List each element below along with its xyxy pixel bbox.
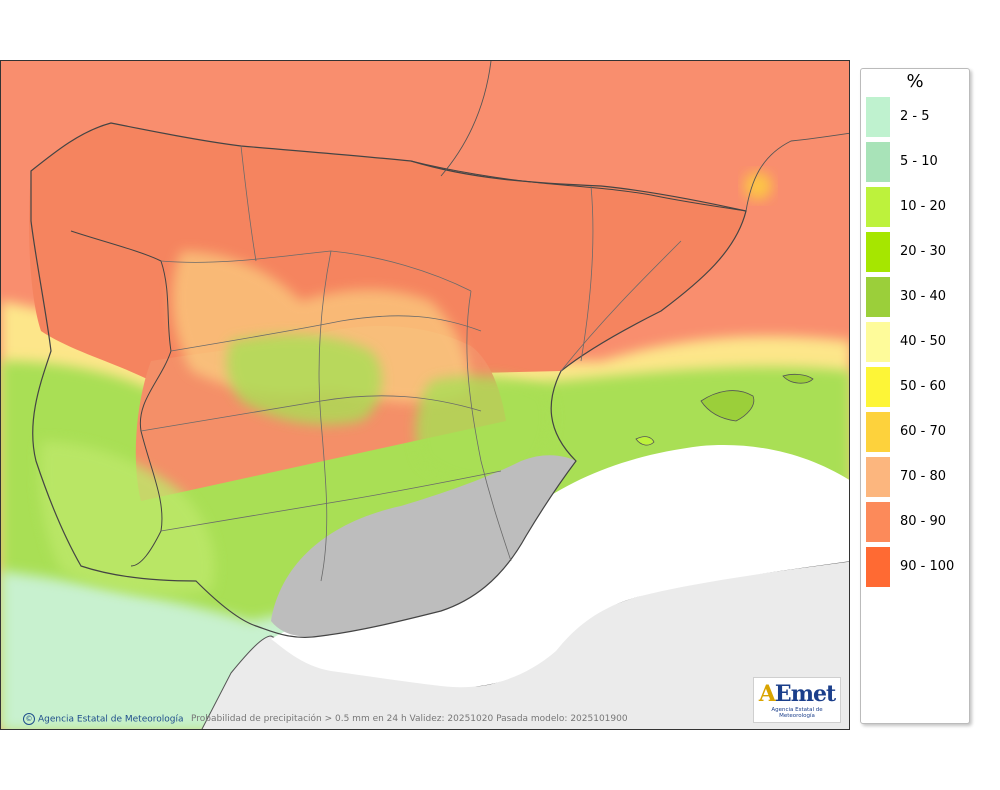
legend-label: 80 - 90 <box>900 514 947 529</box>
legend-item: 80 - 90 <box>864 500 968 542</box>
legend-item: 20 - 30 <box>864 230 968 272</box>
portugal-spain-border <box>70 230 172 567</box>
map-caption: Probabilidad de precipitación > 0.5 mm e… <box>191 714 628 724</box>
legend-swatch <box>866 97 890 137</box>
legend-label: 20 - 30 <box>900 244 947 259</box>
legend-label: 2 - 5 <box>900 109 930 124</box>
legend-swatch <box>866 232 890 272</box>
gulf-of-lion-hotspot <box>744 172 772 200</box>
legend-label: 30 - 40 <box>900 289 947 304</box>
legend-item: 2 - 5 <box>864 95 968 137</box>
aemet-logo-subtitle: Agencia Estatal de Meteorología <box>771 707 823 719</box>
legend-swatch <box>866 412 890 452</box>
legend-item: 50 - 60 <box>864 365 968 407</box>
iberia-coastline <box>30 122 747 638</box>
legend-label: 5 - 10 <box>900 154 938 169</box>
france-coast <box>440 61 492 177</box>
legend-item: 5 - 10 <box>864 140 968 182</box>
legend-swatch <box>866 367 890 407</box>
legend-item: 60 - 70 <box>864 410 968 452</box>
region-borders <box>140 145 682 582</box>
legend-unit: % <box>906 71 924 92</box>
legend-label: 40 - 50 <box>900 334 947 349</box>
legend-item: 90 - 100 <box>864 545 968 587</box>
legend-swatch <box>866 187 890 227</box>
mediterranean-clear <box>271 445 849 688</box>
legend-swatch <box>866 142 890 182</box>
map-panel: © Agencia Estatal de Meteorología Probabi… <box>0 60 850 730</box>
mallorca-island <box>700 390 755 422</box>
aemet-logo-mark: AEmet <box>758 681 836 707</box>
precipitation-probability-map <box>1 61 849 729</box>
credit-text: Agencia Estatal de Meteorología <box>38 714 184 725</box>
legend-item: 10 - 20 <box>864 185 968 227</box>
central-green-patches <box>226 334 382 425</box>
probability-legend: % 2 - 5 5 - 10 10 - 20 20 - 30 30 - 40 40 - 5… <box>860 68 970 724</box>
legend-swatch <box>866 322 890 362</box>
legend-swatch <box>866 457 890 497</box>
spain-france-border <box>410 160 747 212</box>
ibiza-island <box>635 436 655 446</box>
legend-item: 40 - 50 <box>864 320 968 362</box>
legend-label: 70 - 80 <box>900 469 947 484</box>
legend-label: 50 - 60 <box>900 379 947 394</box>
gulf-of-lion-coast <box>745 132 849 212</box>
legend-swatch <box>866 547 890 587</box>
aemet-logo: AEmet Agencia Estatal de Meteorología <box>753 677 841 723</box>
southwest-low <box>39 441 215 595</box>
legend-swatch <box>866 277 890 317</box>
legend-swatch <box>866 502 890 542</box>
copyright-symbol: © <box>23 713 35 725</box>
aemet-credit: © Agencia Estatal de Meteorología <box>23 713 184 725</box>
legend-label: 90 - 100 <box>900 559 955 574</box>
legend-label: 60 - 70 <box>900 424 947 439</box>
legend-label: 10 - 20 <box>900 199 947 214</box>
legend-item: 30 - 40 <box>864 275 968 317</box>
menorca-island <box>782 373 814 384</box>
legend-item: 70 - 80 <box>864 455 968 497</box>
france-region <box>320 61 849 211</box>
southeast-terrain <box>271 455 576 637</box>
